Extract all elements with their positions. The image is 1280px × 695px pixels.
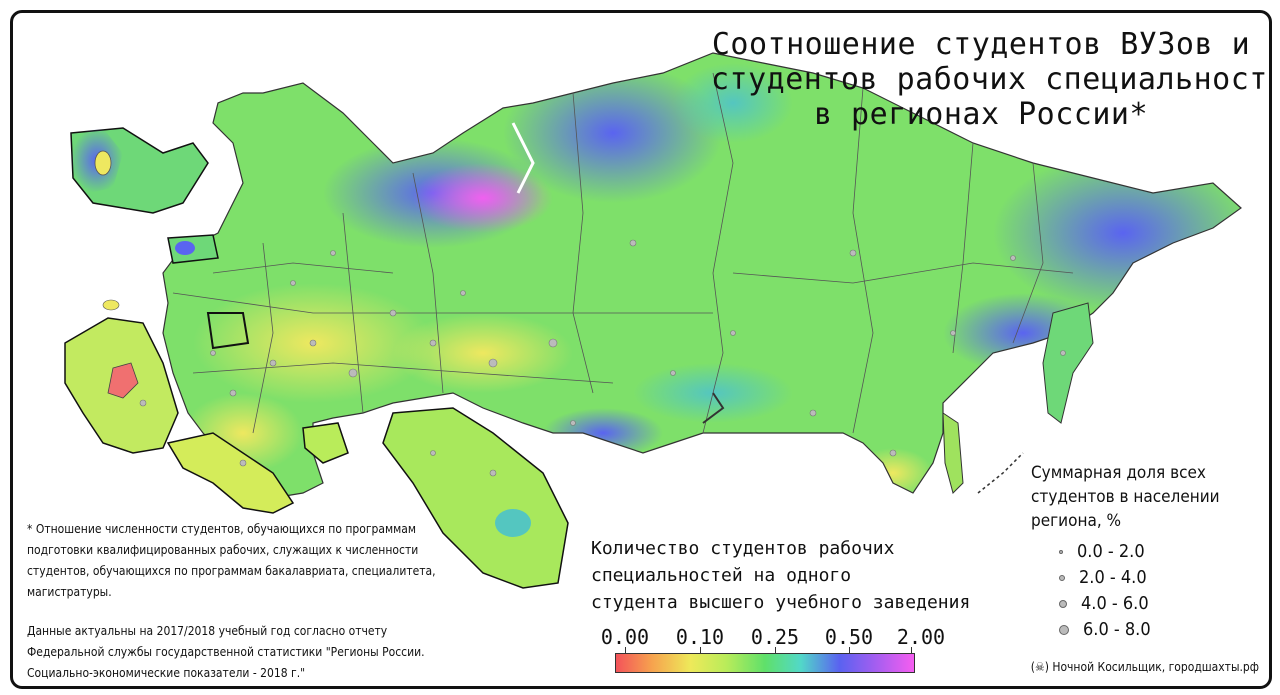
size-legend-title-line: студентов в населении — [1031, 487, 1220, 507]
map-frame: Соотношение студентов ВУЗов и студентов … — [10, 10, 1272, 689]
legend-item: 0.0 - 2.0 — [1059, 539, 1269, 565]
footnote-line: магистратуры. — [27, 585, 112, 599]
tick-mark — [911, 647, 912, 657]
tick-mark — [625, 647, 626, 657]
color-scale-title-line: студента высшего учебного заведения — [591, 592, 971, 613]
color-scale-title-line: Количество студентов рабочих — [591, 538, 895, 559]
tick-mark — [775, 647, 776, 657]
title-line-3: в регионах России* — [813, 97, 1149, 132]
legend-item: 4.0 - 6.0 — [1059, 591, 1269, 617]
footnote-line: студентов, обучающихся по программам бак… — [27, 564, 436, 578]
color-scale-title-line: специальностей на одного — [591, 565, 852, 586]
title-line-1: Соотношение студентов ВУЗов и — [711, 27, 1251, 62]
tick-label: 0.25 — [750, 625, 800, 649]
color-scale-title: Количество студентов рабочих специальнос… — [591, 535, 970, 616]
size-dot-icon — [1059, 575, 1065, 581]
map-title: Соотношение студентов ВУЗов и студентов … — [711, 27, 1272, 132]
size-legend-title-line: Суммарная доля всех — [1031, 463, 1206, 483]
legend-item: 2.0 - 4.0 — [1059, 565, 1269, 591]
source-line: Федеральной службы государственной стати… — [27, 645, 425, 659]
size-dot-icon — [1059, 625, 1069, 635]
legend-item-label: 2.0 - 4.0 — [1079, 567, 1147, 588]
footnote-line: подготовки квалифицированных рабочих, сл… — [27, 543, 419, 557]
legend-item-label: 4.0 - 6.0 — [1081, 593, 1149, 614]
size-dot-icon — [1059, 550, 1063, 554]
size-legend-title-line: региона, % — [1031, 511, 1122, 531]
tick-label: 0.00 — [600, 625, 650, 649]
footnote-line: * Отношение численности студентов, обуча… — [27, 522, 417, 536]
color-scale-bar — [615, 653, 915, 673]
source-line: Данные актуальны на 2017/2018 учебный го… — [27, 624, 388, 638]
tick-label: 0.10 — [675, 625, 725, 649]
tick-label: 2.00 — [896, 625, 946, 649]
legend-item-label: 0.0 - 2.0 — [1077, 541, 1145, 562]
title-line-2: студентов рабочих специальностей — [711, 62, 1272, 97]
color-scale-ticks: 0.00 0.10 0.25 0.50 2.00 — [600, 625, 946, 653]
author-credit: (☠) Ночной Косильщик, городшахты.рф — [1030, 660, 1259, 674]
tick-mark — [849, 647, 850, 657]
russia-map — [64, 52, 1242, 589]
legend-item: 6.0 - 8.0 — [1059, 617, 1269, 643]
tick-label: 0.50 — [824, 625, 874, 649]
legend-item-label: 6.0 - 8.0 — [1083, 619, 1151, 640]
size-legend: Суммарная доля всех студентов в населени… — [1031, 461, 1269, 643]
size-dot-icon — [1059, 600, 1067, 608]
tick-mark — [700, 647, 701, 657]
source-line: Социально-экономические показатели - 201… — [27, 666, 306, 680]
footnote: * Отношение численности студентов, обуча… — [27, 519, 497, 684]
